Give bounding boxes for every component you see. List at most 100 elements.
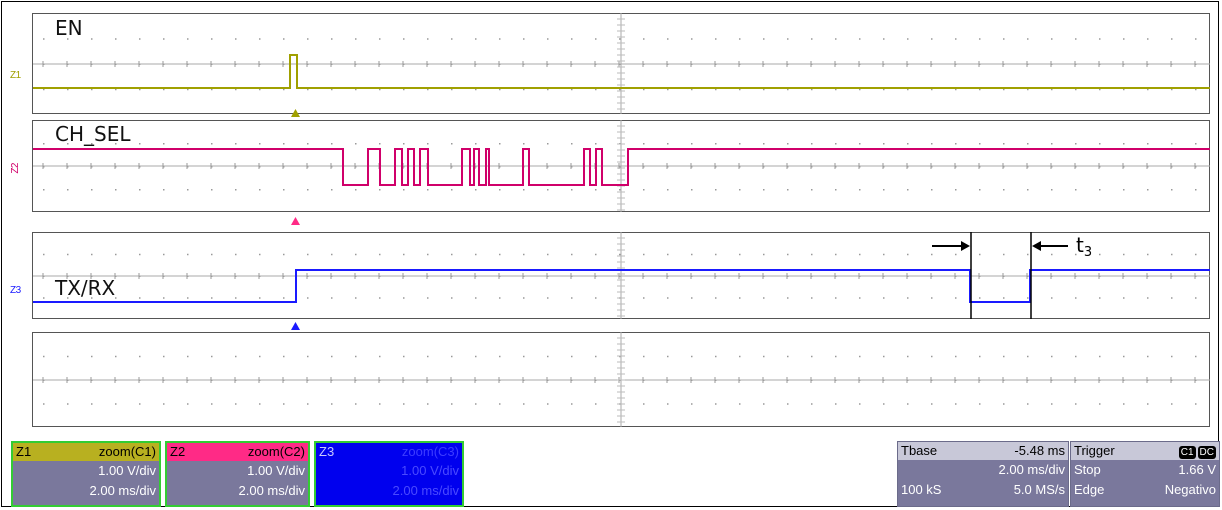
grid-dot [499,38,501,40]
grid-dot [763,88,765,91]
grid-dot [211,253,213,256]
grid-dot [163,355,165,358]
timebase-samples: 100 kS [901,482,942,497]
grid-dot [451,189,453,191]
grid-dot [643,355,645,358]
trigger-marker-z1 [291,109,300,117]
grid-dot [979,297,981,299]
grid-dot [883,403,885,405]
grid-dot [379,355,381,358]
grid-dot [403,297,405,299]
timebase-box[interactable]: Tbase -5.48 ms 2.00 ms/div 100 kS 5.0 MS/s [897,441,1069,507]
grid-dot [739,143,741,145]
grid-dot [667,189,669,191]
grid-dot [1195,166,1197,168]
grid-dot [715,297,717,299]
grid-dot [187,88,189,91]
grid-dot [931,403,933,405]
grid-dot [187,189,189,191]
grid-dot [835,88,837,91]
grid-dot [691,88,693,91]
grid-dot [547,403,549,405]
grid-dot [91,189,93,191]
trigger-level: 1.66 V [1178,462,1216,477]
grid-dot [787,253,789,256]
grid-dot [595,38,597,40]
grid-dot [355,143,357,145]
grid-dot [331,166,333,168]
grid-dot [691,297,693,299]
trigger-type: Edge [1074,482,1105,497]
grid-dot [1123,88,1125,91]
grid-dot [739,38,741,40]
grid-dot [1027,143,1029,145]
grid-dot [67,38,69,40]
grid-dot [67,403,69,405]
grid-dot [907,38,909,40]
grid-dot [1027,38,1029,40]
grid-dot [307,143,309,145]
grid-dot [1075,355,1077,358]
channel-box-z1[interactable]: Z1 zoom(C1) 1.00 V/div 2.00 ms/div [11,441,161,507]
grid-dot [787,88,789,91]
grid-dot [1195,297,1197,299]
grid-dot [211,166,213,168]
grid-dot [667,166,669,168]
grid-dot [691,189,693,191]
grid-dot [283,38,285,40]
grid-dot [1051,143,1053,145]
grid-dot [211,88,213,91]
grid-dot [1027,297,1029,299]
grid-dot [283,88,285,91]
grid-dot [403,355,405,358]
grid-dot [43,88,45,91]
grid-dot [379,297,381,299]
grid-dot [187,143,189,145]
grid-dot [235,38,237,40]
trigger-box[interactable]: Trigger C1 DC Stop 1.66 V Edge Negativo [1070,441,1220,507]
grid-dot [523,253,525,256]
grid-dot [1003,38,1005,40]
grid-dot [787,38,789,40]
channel-source: zoom(C2) [247,444,305,459]
grid-dot [811,88,813,91]
grid-dot [235,166,237,168]
grid-dot [739,253,741,256]
grid-dot [235,253,237,256]
grid-dot [1003,189,1005,191]
grid-dot [499,166,501,168]
grid-dot [715,189,717,191]
grid-dot [115,143,117,145]
channel-tdiv: 2.00 ms/div [89,483,156,498]
grid-dot [355,253,357,256]
trigger-coupling-badge: DC [1197,446,1216,459]
grid-dot [1075,189,1077,191]
grid-dot [739,355,741,358]
timebase-rate: 5.0 MS/s [1013,482,1065,497]
grid-dot [451,403,453,405]
grid-dot [859,38,861,40]
channel-vdiv: 1.00 V/div [401,463,459,478]
channel-tdiv: 2.00 ms/div [392,483,459,498]
grid-dot [811,253,813,256]
grid-dot [163,189,165,191]
grid-dot [763,189,765,191]
grid-dot [667,88,669,91]
grid-dot [427,143,429,145]
grid-dot [91,403,93,405]
channel-box-z2[interactable]: Z2 zoom(C2) 1.00 V/div 2.00 ms/div [165,441,310,507]
grid-dot [1051,297,1053,299]
grid-dot [43,297,45,299]
grid-dot [883,38,885,40]
grid-dot [1051,403,1053,405]
grid-dot [91,88,93,91]
channel-name: Z2 [170,444,186,459]
grid-dot [427,403,429,405]
grid-dot [811,189,813,191]
channel-box-z3[interactable]: Z3 zoom(C3) 1.00 V/div 2.00 ms/div [314,441,464,507]
grid-dot [43,189,45,191]
trace-en [33,54,1210,89]
grid-dot [427,297,429,299]
grid-dot [1003,88,1005,91]
grid-dot [331,403,333,405]
